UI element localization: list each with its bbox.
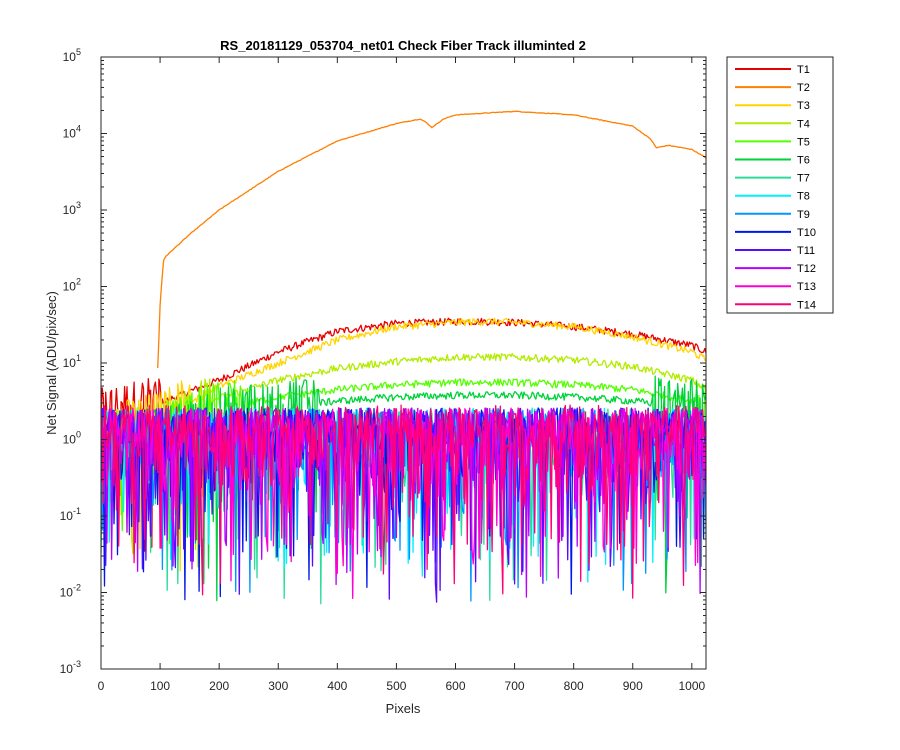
series-layer xyxy=(101,110,706,605)
x-tick-label: 600 xyxy=(445,679,465,693)
x-tick-label: 800 xyxy=(564,679,584,693)
legend-label-t5: T5 xyxy=(797,136,810,148)
legend-label-t1: T1 xyxy=(797,64,810,76)
series-line-t14 xyxy=(101,404,706,599)
legend-label-t6: T6 xyxy=(797,155,810,167)
legend-box xyxy=(726,56,834,314)
y-tick-label: 101 xyxy=(63,353,81,370)
legend-label-t10: T10 xyxy=(797,227,816,239)
x-tick-label: 1000 xyxy=(678,679,705,693)
y-tick-label: 105 xyxy=(63,47,81,64)
legend-label-t9: T9 xyxy=(797,209,810,221)
legend-label-t2: T2 xyxy=(797,82,810,94)
chart-title: RS_20181129_053704_net01 Check Fiber Tra… xyxy=(220,38,586,53)
y-tick-label: 10-3 xyxy=(60,659,81,676)
legend-label-t8: T8 xyxy=(797,191,810,203)
x-tick-label: 700 xyxy=(505,679,525,693)
legend-label-t7: T7 xyxy=(797,173,810,185)
y-axis-label: Net Signal (ADU/pix/sec) xyxy=(44,291,59,435)
y-tick-label: 100 xyxy=(63,430,81,447)
series-line-t2 xyxy=(157,110,706,369)
x-ticks: 0 100 200 300 400 500 600 700 800 900 1000 xyxy=(98,57,705,693)
legend: T1 T2 T3 T4 T5 T6 T7 T8 T9 T10 T11 T12 T13 T14 xyxy=(726,56,834,314)
x-tick-label: 900 xyxy=(623,679,643,693)
y-tick-label: 10-1 xyxy=(60,506,81,523)
x-tick-label: 400 xyxy=(327,679,347,693)
y-tick-label: 103 xyxy=(63,200,81,217)
y-ticks: 10-3 10-2 10-1 100 101 102 103 104 105 xyxy=(60,47,706,676)
x-tick-label: 300 xyxy=(268,679,288,693)
x-tick-label: 100 xyxy=(150,679,170,693)
x-axis-label: Pixels xyxy=(386,701,421,716)
legend-label-t3: T3 xyxy=(797,100,810,112)
y-tick-label: 104 xyxy=(63,124,81,141)
x-tick-label: 0 xyxy=(98,679,105,693)
legend-label-t14: T14 xyxy=(797,299,816,311)
legend-label-t12: T12 xyxy=(797,263,816,275)
x-tick-label: 200 xyxy=(209,679,229,693)
x-tick-label: 500 xyxy=(386,679,406,693)
y-tick-label: 10-2 xyxy=(60,583,81,600)
legend-label-t13: T13 xyxy=(797,281,816,293)
legend-label-t4: T4 xyxy=(797,118,810,130)
legend-items: T1 T2 T3 T4 T5 T6 T7 T8 T9 T10 T11 T12 T13 T14 xyxy=(735,64,816,311)
y-tick-label: 102 xyxy=(63,277,81,294)
legend-label-t11: T11 xyxy=(797,245,815,257)
